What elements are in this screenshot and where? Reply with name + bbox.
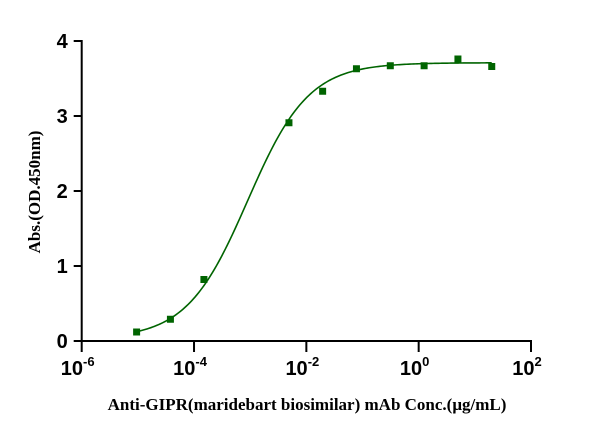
data-point bbox=[488, 63, 496, 70]
y-axis-label: Abs.(OD.450nm) bbox=[25, 131, 44, 254]
x-tick-label: 10-6 bbox=[61, 354, 95, 380]
y-tick-label: 0 bbox=[57, 331, 68, 353]
y-tick-label: 1 bbox=[57, 256, 68, 278]
y-tick-label: 2 bbox=[57, 181, 68, 203]
x-tick-label: 100 bbox=[400, 354, 429, 380]
data-points bbox=[133, 55, 496, 336]
y-tick-label: 4 bbox=[57, 31, 69, 53]
data-point bbox=[319, 87, 327, 95]
data-point bbox=[352, 65, 360, 73]
data-point bbox=[386, 62, 394, 70]
data-point bbox=[133, 328, 141, 336]
fit-curve bbox=[136, 62, 492, 333]
y-tick-label: 3 bbox=[57, 106, 68, 128]
x-tick-label: 10-4 bbox=[173, 354, 208, 380]
data-point bbox=[200, 276, 208, 283]
x-axis-label: Anti-GIPR(maridebart biosimilar) mAb Con… bbox=[108, 395, 507, 414]
axes: 0 1 2 3 4 10-6 10-4 10-2 100 102 bbox=[57, 31, 542, 380]
data-point bbox=[420, 62, 428, 70]
x-tick-label: 10-2 bbox=[285, 354, 319, 380]
data-point bbox=[454, 55, 462, 63]
data-point bbox=[166, 315, 174, 323]
x-tick-label: 102 bbox=[512, 354, 541, 380]
data-point bbox=[285, 119, 293, 127]
